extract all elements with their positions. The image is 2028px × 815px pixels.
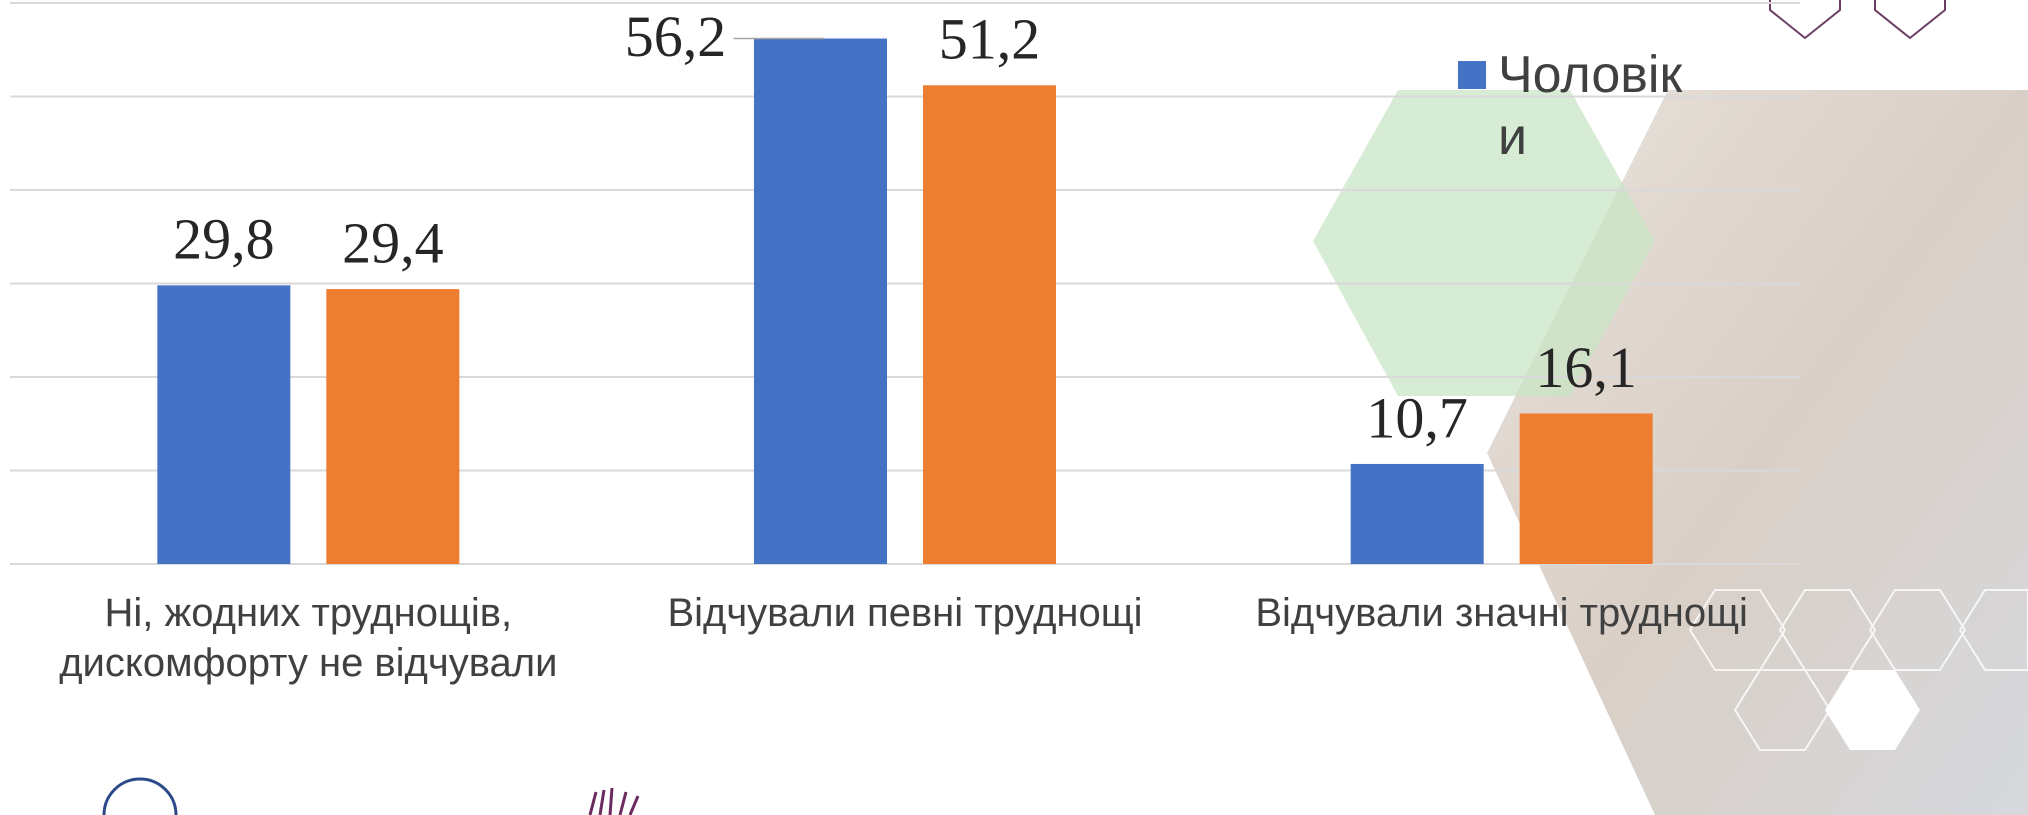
legend-label: Чоловіки <box>1498 46 1683 166</box>
data-label: 10,7 <box>1366 385 1468 450</box>
x-tick-label: Відчували певні труднощі <box>667 591 1143 635</box>
background-decoration <box>102 0 2028 815</box>
legend-swatch <box>1458 61 1486 89</box>
plot-area: 29,8 29,4 56,2 51,2 10,7 16,1 <box>10 2 1800 565</box>
bar <box>1350 463 1484 564</box>
data-label: 56,2 <box>625 4 727 69</box>
data-label: 29,4 <box>342 210 444 275</box>
data-label: 29,8 <box>173 207 275 272</box>
bar <box>754 38 887 564</box>
bar <box>923 85 1056 564</box>
bar <box>326 289 460 564</box>
data-label: 16,1 <box>1535 335 1637 400</box>
data-label: 51,2 <box>939 7 1041 72</box>
x-tick-label: Відчували значні труднощі <box>1255 591 1748 635</box>
bar <box>1519 413 1653 564</box>
x-tick-label: Ні, жодних труднощів, дискомфорту не від… <box>59 591 558 685</box>
bar <box>157 285 291 564</box>
